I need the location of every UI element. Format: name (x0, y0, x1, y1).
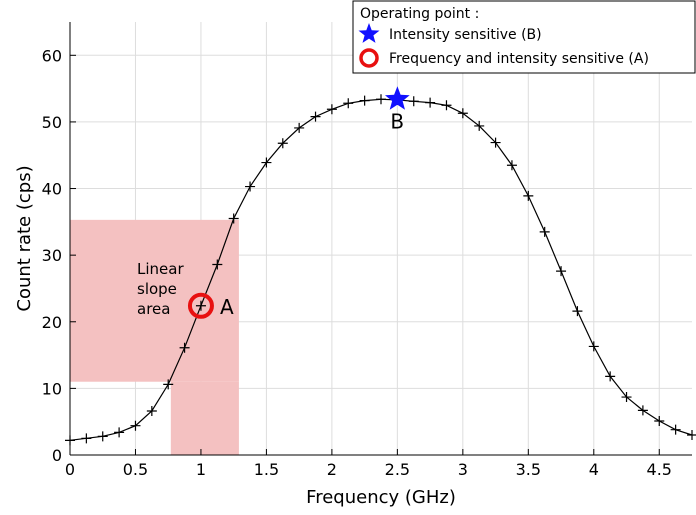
y-tick-label: 50 (42, 113, 62, 132)
legend-title: Operating point : (360, 6, 479, 22)
data-point (97, 431, 108, 442)
y-tick-label: 20 (42, 313, 62, 332)
data-point (261, 157, 272, 168)
y-tick-label: 0 (52, 446, 62, 465)
data-point (425, 97, 436, 108)
linear-slope-region (70, 219, 239, 455)
data-point (114, 427, 125, 438)
data-point (621, 392, 632, 403)
x-tick-label: 4.5 (647, 460, 672, 479)
y-tick-label: 10 (42, 379, 62, 398)
x-tick-label: 3 (458, 460, 468, 479)
operating-points (187, 86, 410, 319)
legend-entry-intensity-sensitive: Intensity sensitive (B) (389, 27, 542, 43)
legend-circle-marker (359, 48, 379, 68)
axes (69, 22, 692, 456)
data-point (326, 104, 337, 115)
data-point (556, 266, 567, 277)
data-point (245, 181, 256, 192)
data-point (81, 433, 92, 444)
operating-point-a-circle (187, 292, 214, 319)
data-point (539, 226, 550, 237)
legend-entry-frequency-intensity-sensitive: Frequency and intensity sensitive (A) (389, 51, 649, 67)
legend-star-marker (358, 23, 380, 43)
x-tick-label: 1 (196, 460, 206, 479)
data-point (195, 300, 206, 311)
data-point (212, 259, 223, 270)
y-tick-label: 40 (42, 180, 62, 199)
shaded-region (170, 381, 239, 455)
annotation-region-line1: Linear (137, 260, 184, 278)
data-point (457, 108, 468, 119)
data-point (130, 420, 141, 431)
data-point (163, 379, 174, 390)
x-tick-label: 4 (589, 460, 599, 479)
data-point (588, 341, 599, 352)
series (65, 94, 696, 446)
data-point (490, 137, 501, 148)
data-point (179, 342, 190, 353)
y-tick-label: 30 (42, 246, 62, 265)
x-tick-label: 3.5 (516, 460, 541, 479)
annotation-region-line2: slope (137, 280, 177, 298)
data-point (506, 160, 517, 171)
data-point (277, 138, 288, 149)
annotation-point-b: B (390, 109, 404, 133)
data-point (687, 430, 696, 441)
operating-point-b-star (385, 86, 410, 110)
x-tick-label: 2 (327, 460, 337, 479)
data-point (572, 306, 583, 317)
data-point (670, 424, 681, 435)
x-tick-label: 0.5 (123, 460, 148, 479)
data-point (523, 190, 534, 201)
data-point (146, 406, 157, 417)
circle-icon (359, 48, 379, 68)
legend: Operating point : Intensity sensitive (B… (352, 0, 696, 74)
data-point (605, 371, 616, 382)
x-tick-label: 2.5 (385, 460, 410, 479)
y-tick-label: 60 (42, 46, 62, 65)
legend-frame (352, 0, 696, 74)
y-axis-title: Count rate (cps) (14, 165, 35, 311)
data-point (637, 405, 648, 416)
data-point (376, 94, 386, 105)
data-point (228, 213, 239, 224)
data-point (474, 120, 485, 131)
x-axis-title: Frequency (GHz) (306, 487, 456, 508)
data-point (343, 98, 354, 109)
x-tick-label: 1.5 (254, 460, 279, 479)
annotation-point-a: A (220, 295, 234, 319)
data-point (359, 95, 370, 106)
data-point (294, 122, 305, 133)
data-point (408, 96, 419, 107)
star-icon (358, 23, 380, 43)
data-point (65, 435, 75, 446)
data-point (310, 111, 321, 122)
data-point (441, 100, 452, 111)
data-point (654, 416, 665, 427)
annotation-region-line3: area (137, 300, 170, 318)
x-tick-label: 0 (65, 460, 75, 479)
ticks: 0 0.5 1 1.5 2 2.5 3 3.5 4 4.5 0 10 20 30 40 50 60 (42, 46, 672, 479)
